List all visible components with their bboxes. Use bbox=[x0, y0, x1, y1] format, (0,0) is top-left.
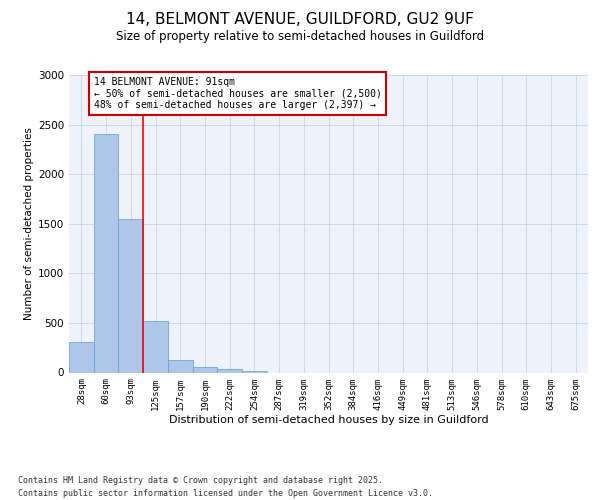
Bar bbox=[217, 369, 242, 372]
Text: Contains public sector information licensed under the Open Government Licence v3: Contains public sector information licen… bbox=[18, 489, 433, 498]
Text: 14, BELMONT AVENUE, GUILDFORD, GU2 9UF: 14, BELMONT AVENUE, GUILDFORD, GU2 9UF bbox=[126, 12, 474, 28]
Bar bbox=[242, 370, 267, 372]
X-axis label: Distribution of semi-detached houses by size in Guildford: Distribution of semi-detached houses by … bbox=[169, 415, 488, 425]
Bar bbox=[69, 342, 94, 372]
Text: Contains HM Land Registry data © Crown copyright and database right 2025.: Contains HM Land Registry data © Crown c… bbox=[18, 476, 383, 485]
Text: 14 BELMONT AVENUE: 91sqm
← 50% of semi-detached houses are smaller (2,500)
48% o: 14 BELMONT AVENUE: 91sqm ← 50% of semi-d… bbox=[94, 77, 382, 110]
Text: Size of property relative to semi-detached houses in Guildford: Size of property relative to semi-detach… bbox=[116, 30, 484, 43]
Bar bbox=[94, 134, 118, 372]
Bar bbox=[193, 366, 217, 372]
Bar bbox=[118, 220, 143, 372]
Bar bbox=[143, 321, 168, 372]
Y-axis label: Number of semi-detached properties: Number of semi-detached properties bbox=[24, 128, 34, 320]
Bar bbox=[168, 360, 193, 372]
